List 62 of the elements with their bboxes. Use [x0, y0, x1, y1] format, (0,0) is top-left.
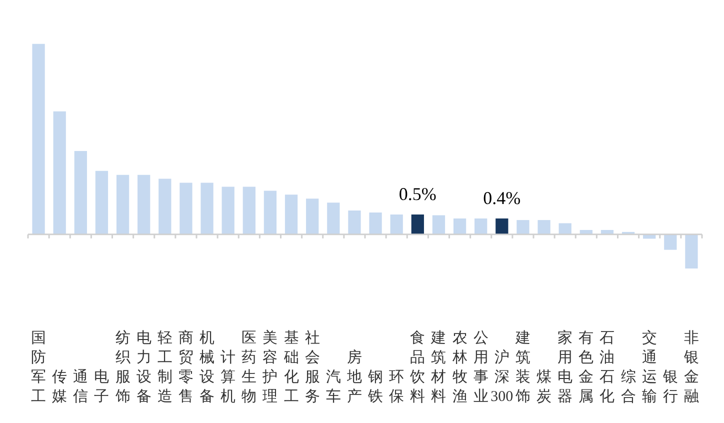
bar: [327, 202, 340, 234]
bar: [453, 218, 466, 234]
x-tick-label: 汽车: [326, 368, 341, 406]
bar: [116, 174, 130, 234]
x-tick-label: 环保: [389, 370, 404, 406]
bar: [200, 182, 214, 234]
x-tick-label: 公用事业: [473, 330, 488, 406]
x-tick-label: 房地产: [346, 349, 362, 406]
x-tick-label: 农林牧渔: [451, 330, 468, 406]
x-tick-label: 石油石化: [600, 330, 615, 406]
x-tick-label: 轻工制造: [157, 330, 172, 406]
bar: [264, 190, 277, 234]
bar: [53, 111, 66, 234]
x-tick-label: 机械设备: [200, 330, 215, 406]
x-tick-label: 社会服务: [304, 330, 320, 406]
x-tick-label: 通信: [73, 368, 88, 406]
bar: [348, 210, 361, 234]
x-tick-label: 有色金属: [578, 330, 594, 406]
bar: [180, 182, 192, 234]
x-tick-label: 沪深300: [490, 349, 514, 406]
bar: [95, 170, 108, 234]
x-tick-label: 交通运输: [642, 330, 657, 406]
bar: [32, 44, 45, 234]
bar: [411, 214, 424, 234]
x-tick-label: 电子: [94, 368, 110, 406]
x-tick-label: 电力设备: [136, 330, 152, 406]
bar: [158, 178, 172, 234]
x-tick-label: 非银金融: [682, 330, 699, 406]
x-tick-label: 纺织服饰: [114, 330, 130, 406]
bar: [369, 212, 382, 234]
data-label: 0.5%: [398, 184, 436, 204]
x-tick-label: 计算机: [220, 349, 236, 406]
x-tick-label: 基础化工: [282, 330, 299, 406]
x-tick-label: 国防军工: [31, 330, 46, 406]
bar: [74, 151, 87, 234]
x-tick-label: 商贸零售: [178, 330, 194, 406]
bar: [432, 215, 446, 234]
bar: [390, 214, 403, 234]
x-tick-label: 传媒: [52, 370, 68, 406]
bar: [474, 218, 488, 234]
bar: [538, 220, 550, 234]
bar: [306, 198, 319, 234]
bar: [138, 174, 150, 234]
data-label: 0.4%: [483, 188, 521, 208]
x-tick-label: 建筑装饰: [514, 330, 530, 406]
x-tick-label: 银行: [662, 370, 678, 406]
x-tick-label: 家用电器: [558, 330, 573, 406]
bar: [558, 223, 572, 234]
bar: [685, 234, 698, 268]
bar: [284, 194, 298, 234]
bar: [516, 220, 530, 234]
x-tick-label: 钢铁: [367, 370, 384, 406]
bar: [242, 186, 256, 234]
x-tick-label: 综合: [620, 368, 636, 406]
x-tick-label: 煤炭: [536, 368, 552, 406]
bar: [222, 186, 234, 234]
bar: [664, 234, 677, 250]
x-tick-label: 医药生物: [242, 330, 257, 406]
x-tick-label: 建筑材料: [430, 330, 446, 406]
x-tick-label: 食品饮料: [409, 330, 426, 406]
x-tick-label: 美容护理: [262, 330, 278, 406]
bar: [496, 218, 508, 234]
